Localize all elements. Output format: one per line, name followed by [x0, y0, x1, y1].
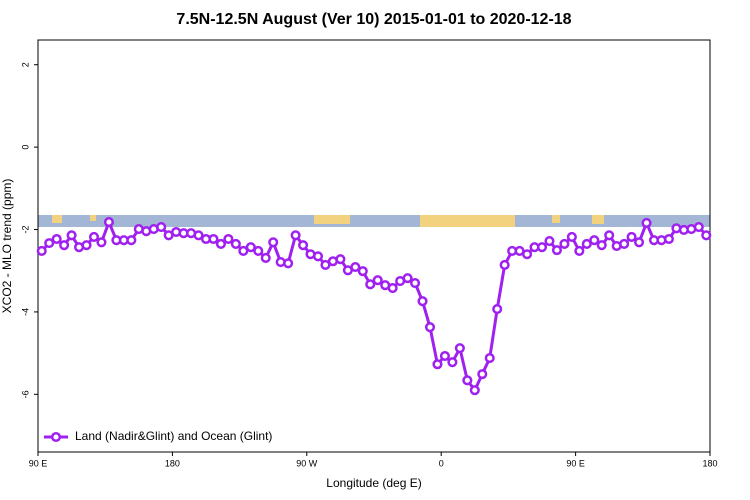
y-tick-label: -4: [20, 308, 30, 316]
chart-title: 7.5N-12.5N August (Ver 10) 2015-01-01 to…: [176, 11, 571, 28]
y-tick-label: 2: [20, 62, 30, 67]
data-point: [469, 385, 480, 396]
data-point: [566, 231, 577, 242]
data-point: [103, 217, 114, 228]
x-tick-label: 180: [702, 458, 717, 468]
x-tick-label: 90 E: [29, 458, 48, 468]
data-point: [492, 303, 503, 315]
data-point: [402, 273, 413, 284]
data-point: [223, 233, 234, 245]
data-point: [462, 375, 473, 386]
data-point: [581, 238, 592, 249]
data-point: [268, 237, 279, 248]
y-tick-label: -6: [20, 390, 30, 398]
map-strip: [38, 215, 710, 227]
data-point: [604, 230, 615, 241]
x-axis-label: Longitude (deg E): [326, 476, 421, 490]
x-tick-label: 0: [439, 458, 444, 468]
data-point: [663, 233, 674, 245]
data-point: [245, 242, 256, 253]
data-point: [335, 254, 346, 265]
data-point: [365, 279, 376, 290]
data-point: [298, 240, 309, 251]
data-point: [44, 238, 55, 249]
data-point: [290, 230, 301, 241]
x-tick-label: 90 E: [566, 458, 585, 468]
legend-label: Land (Nadir&Glint) and Ocean (Glint): [75, 429, 272, 443]
data-point: [559, 238, 570, 249]
data-point: [536, 242, 548, 253]
data-point: [439, 350, 450, 362]
legend-marker: [50, 431, 62, 443]
data-point: [417, 296, 428, 307]
data-point: [372, 275, 383, 286]
plot-frame: [37, 39, 711, 453]
x-tick-label: 180: [165, 458, 180, 468]
data-point: [477, 369, 488, 380]
data-point: [693, 221, 704, 233]
data-point: [424, 322, 436, 333]
data-point: [574, 245, 585, 256]
data-point: [432, 359, 443, 370]
data-point: [357, 266, 368, 277]
data-point: [59, 240, 70, 251]
y-tick-label: -2: [20, 226, 30, 234]
series-line: [40, 220, 708, 392]
data-point: [230, 238, 241, 249]
data-point: [260, 252, 271, 263]
data-point: [447, 357, 458, 368]
data-point: [126, 235, 137, 246]
data-point: [283, 258, 294, 269]
data-point: [544, 236, 555, 247]
y-tick-label: 0: [20, 145, 30, 150]
data-point: [253, 245, 264, 256]
data-point: [36, 245, 47, 256]
data-point: [312, 251, 324, 262]
data-point: [215, 238, 226, 249]
data-point: [350, 261, 361, 273]
x-tick-label: 90 W: [296, 458, 318, 468]
data-point: [454, 343, 465, 354]
data-point: [320, 259, 331, 271]
data-point: [193, 230, 204, 241]
data-point: [66, 230, 77, 241]
data-point: [522, 249, 533, 260]
data-point: [634, 237, 645, 248]
data-point: [626, 231, 637, 242]
data-point: [551, 245, 562, 256]
data-point: [387, 282, 398, 294]
data-point: [88, 231, 100, 242]
data-point: [619, 238, 630, 249]
data-point: [81, 240, 92, 251]
data-point: [589, 235, 600, 246]
data-point: [238, 245, 249, 256]
data-point: [156, 221, 167, 233]
data-point: [701, 230, 712, 241]
y-axis-label: XCO2 - MLO trend (ppm): [0, 179, 14, 314]
data-point: [51, 233, 62, 245]
data-point: [208, 233, 219, 245]
data-point: [96, 237, 107, 248]
data-point: [410, 278, 421, 289]
data-point: [499, 259, 510, 271]
data-point: [484, 353, 495, 364]
data-point: [596, 240, 607, 251]
data-point: [641, 217, 652, 228]
